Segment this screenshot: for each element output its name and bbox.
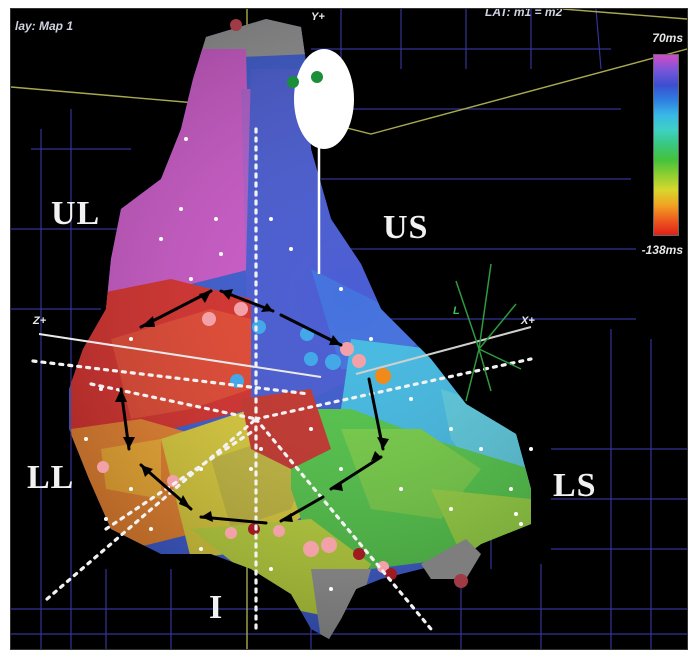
z-axis-line <box>38 333 322 378</box>
region-i-label: I <box>209 589 224 626</box>
lat-color-scale: 70ms -138ms <box>637 31 683 257</box>
y-axis-label: Y+ <box>311 11 325 23</box>
region-us-label: US <box>383 209 429 246</box>
valve-dot-1 <box>311 71 323 83</box>
activation-map-scene[interactable] <box>11 9 687 649</box>
scale-gradient-bar <box>653 54 679 236</box>
map-viewport[interactable]: lay: Map 1 LAT: m1 = m2 Y+ X+ Z+ L UL US… <box>10 8 688 650</box>
valve-dot-2 <box>287 76 299 88</box>
scale-min-label: -138ms <box>641 243 683 257</box>
region-ul-label: UL <box>51 195 101 232</box>
l-axis-label: L <box>453 305 460 317</box>
valve-marker <box>294 49 354 149</box>
lat-label: LAT: m1 = m2 <box>485 8 563 19</box>
region-ls-label: LS <box>553 467 597 504</box>
l-axis-marker <box>455 263 522 402</box>
plane-lines <box>31 127 533 631</box>
x-axis-line <box>355 326 532 375</box>
map-title: lay: Map 1 <box>15 19 74 33</box>
z-axis-label: Z+ <box>33 315 47 327</box>
x-axis-label: X+ <box>521 315 535 327</box>
appendage-right <box>421 539 481 579</box>
scale-max-label: 70ms <box>652 31 683 45</box>
surface-dots <box>84 137 533 591</box>
region-ll-label: LL <box>27 459 75 496</box>
activation-arrowheads <box>115 289 389 522</box>
